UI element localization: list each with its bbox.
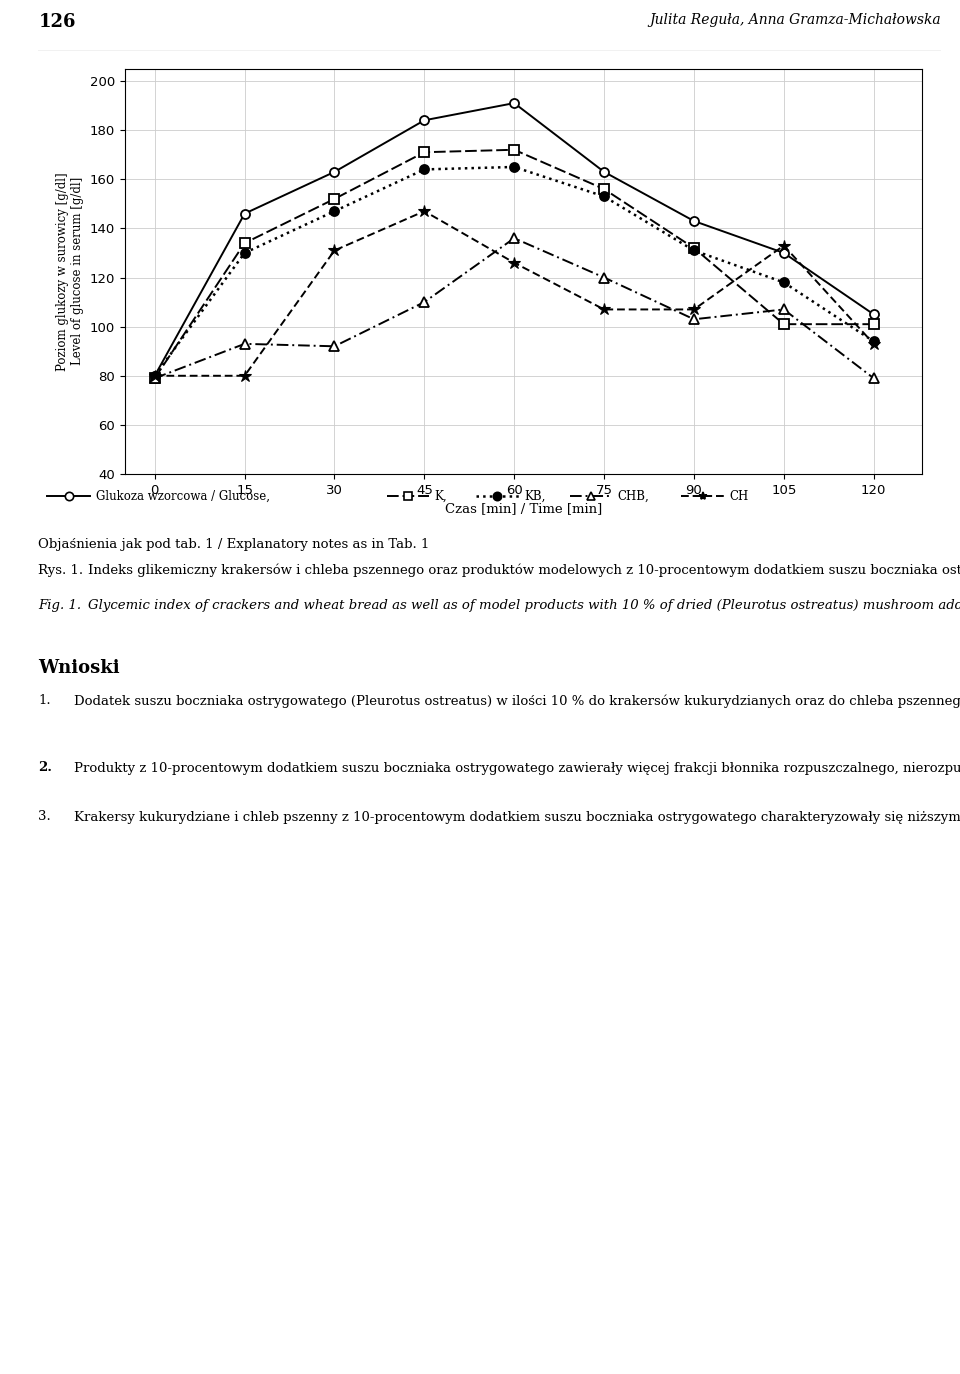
X-axis label: Czas [min] / Time [min]: Czas [min] / Time [min] [444, 503, 602, 515]
Text: CH: CH [730, 489, 749, 503]
Text: CHB,: CHB, [618, 489, 650, 503]
Text: Indeks glikemiczny krakersów i chleba pszennego oraz produktów modelowych z 10-p: Indeks glikemiczny krakersów i chleba ps… [87, 563, 960, 577]
Text: Krakersy kukurydziane i chleb pszenny z 10-procentowym dodatkiem suszu boczniaka: Krakersy kukurydziane i chleb pszenny z … [74, 811, 960, 824]
Text: 2.: 2. [38, 761, 53, 774]
Text: Rys. 1.: Rys. 1. [38, 563, 84, 577]
Text: Glycemic index of crackers and wheat bread as well as of model products with 10 : Glycemic index of crackers and wheat bre… [87, 599, 960, 611]
Text: 1.: 1. [38, 694, 51, 708]
Text: KB,: KB, [524, 489, 545, 503]
Text: K,: K, [435, 489, 447, 503]
Y-axis label: Poziom glukozy w surowicy [g/dl]
Level of glucose in serum [g/dl]: Poziom glukozy w surowicy [g/dl] Level o… [56, 172, 84, 371]
Text: Glukoza wzorcowa / Glucose,: Glukoza wzorcowa / Glucose, [96, 489, 270, 503]
Text: Fig. 1.: Fig. 1. [38, 599, 82, 611]
Text: Julita Reguła, Anna Gramza-Michałowska: Julita Reguła, Anna Gramza-Michałowska [649, 14, 941, 27]
Text: Objaśnienia jak pod tab. 1 / Explanatory notes as in Tab. 1: Objaśnienia jak pod tab. 1 / Explanatory… [38, 539, 430, 551]
Text: Produkty z 10-procentowym dodatkiem suszu boczniaka ostrygowatego zawierały więc: Produkty z 10-procentowym dodatkiem susz… [74, 761, 960, 775]
Text: 3.: 3. [38, 811, 51, 823]
Text: Dodatek suszu boczniaka ostrygowatego (​Pleurotus ostreatus​) w ilości 10 % do k: Dodatek suszu boczniaka ostrygowatego (​… [74, 694, 960, 708]
Text: 126: 126 [38, 14, 76, 32]
Text: Wnioski: Wnioski [38, 660, 120, 677]
